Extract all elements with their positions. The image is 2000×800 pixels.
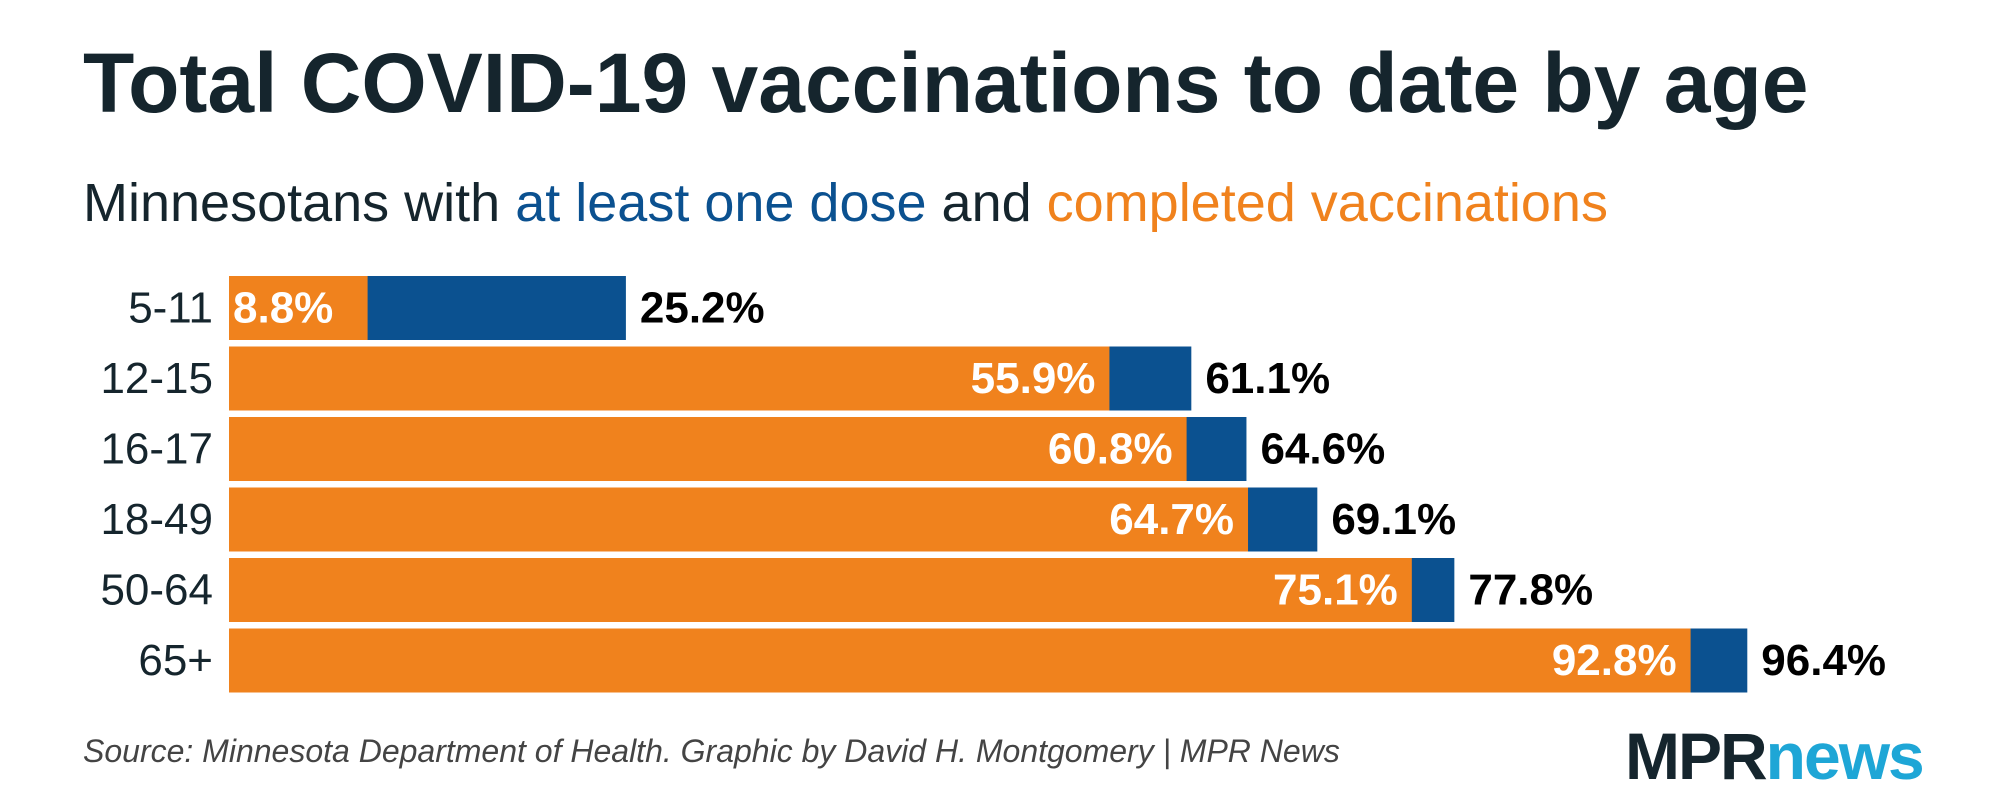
bar-completed — [229, 346, 1110, 411]
y-tick-label: 18-49 — [100, 495, 213, 544]
legend-one-dose: at least one dose — [515, 173, 927, 233]
logo-mpr: MPR — [1625, 719, 1768, 793]
data-label-one-dose: 25.2% — [640, 284, 765, 333]
source-note: Source: Minnesota Department of Health. … — [83, 733, 1340, 769]
bar-completed — [229, 417, 1187, 481]
data-label-one-dose: 96.4% — [1761, 636, 1886, 685]
y-tick-label: 65+ — [138, 636, 213, 685]
data-label-one-dose: 61.1% — [1205, 354, 1330, 403]
logo-news: news — [1765, 719, 1925, 793]
mpr-news-logo: MPRnews — [1625, 718, 1925, 794]
data-label-completed: 64.7% — [1109, 495, 1234, 544]
chart-title: Total COVID-19 vaccinations to date by a… — [83, 36, 1809, 130]
data-label-completed: 75.1% — [1273, 566, 1398, 615]
bar-completed — [229, 487, 1249, 552]
y-tick-label: 12-15 — [100, 354, 213, 403]
y-tick-label: 50-64 — [100, 566, 213, 615]
data-label-completed: 92.8% — [1552, 636, 1677, 685]
data-label-completed: 60.8% — [1048, 425, 1173, 474]
data-label-one-dose: 64.6% — [1260, 425, 1385, 474]
y-tick-label: 16-17 — [100, 425, 213, 474]
data-label-one-dose: 77.8% — [1468, 566, 1593, 615]
subtitle-middle: and — [926, 173, 1047, 233]
bar-completed — [229, 628, 1691, 693]
y-tick-label: 5-11 — [128, 284, 213, 333]
bar-chart: 5-11 8.8% 25.2% 12-15 55.9% 61.1% 16-17 60.8% 64… — [100, 276, 1886, 693]
data-label-completed: 8.8% — [233, 284, 333, 333]
legend-completed: completed vaccinations — [1046, 173, 1608, 233]
subtitle-prefix: Minnesotans with — [83, 173, 516, 233]
chart-subtitle: Minnesotans with at least one dose and c… — [83, 172, 1608, 234]
data-label-completed: 55.9% — [971, 354, 1096, 403]
bar-completed — [229, 276, 368, 340]
bar-completed — [229, 558, 1412, 622]
data-label-one-dose: 69.1% — [1331, 495, 1456, 544]
